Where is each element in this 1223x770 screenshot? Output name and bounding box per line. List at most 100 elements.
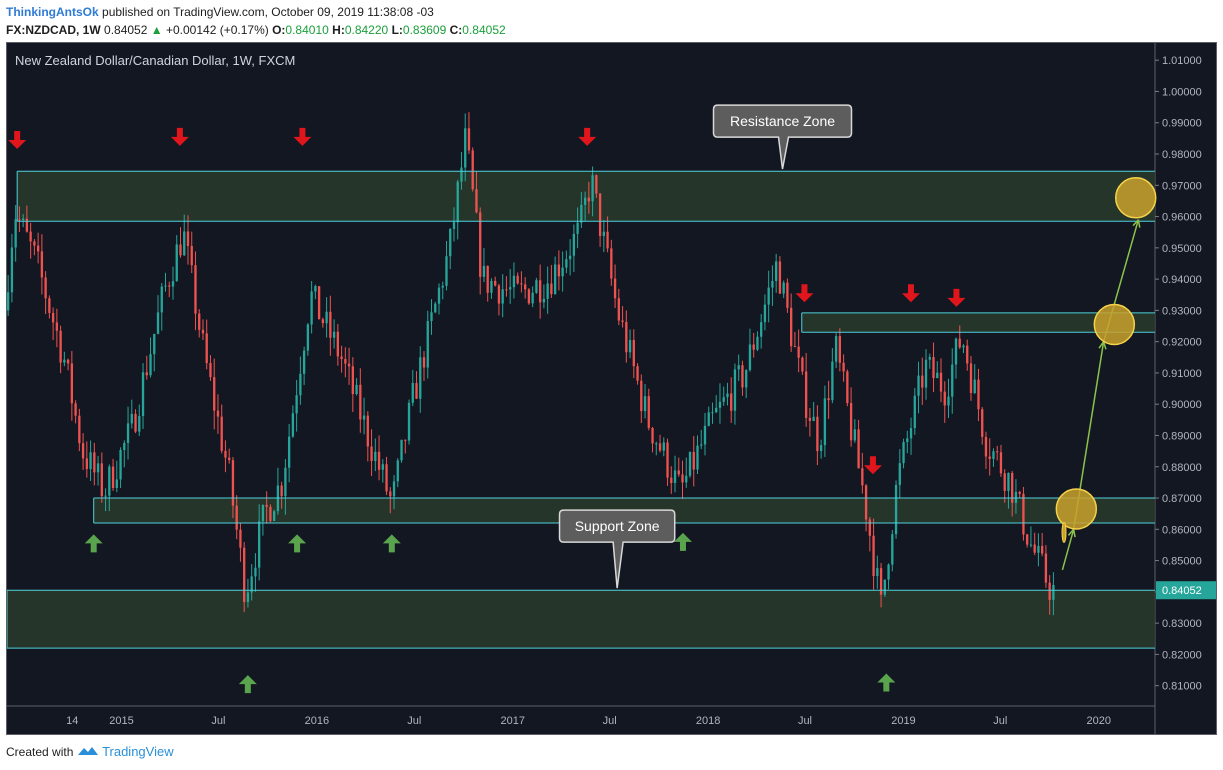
candle-body	[119, 450, 122, 480]
down-arrow-icon	[795, 284, 814, 303]
price-change: +0.00142 (+0.17%)	[165, 23, 269, 37]
candle-body	[411, 383, 414, 403]
candle-body	[1041, 545, 1044, 554]
candle-body	[44, 277, 47, 299]
candle-body	[400, 439, 403, 461]
candle-body	[287, 436, 291, 468]
candle-body	[542, 298, 546, 303]
candle-body	[703, 425, 707, 445]
low-label: L:	[391, 23, 403, 37]
candle-body	[464, 128, 467, 168]
candle-body	[272, 511, 276, 521]
candle-body	[366, 415, 369, 447]
candle-body	[576, 222, 579, 234]
author-name[interactable]: ThinkingAntsOk	[6, 5, 99, 19]
candle-body	[763, 304, 767, 323]
candle-body	[198, 313, 201, 330]
down-arrow-icon	[170, 127, 189, 146]
candle-body	[295, 395, 298, 414]
up-arrow-icon	[382, 534, 401, 553]
high-label: H:	[332, 23, 345, 37]
candle-body	[291, 413, 295, 437]
candle-body	[891, 534, 894, 565]
tradingview-brand[interactable]: TradingView	[102, 744, 174, 759]
candle-body	[85, 458, 88, 470]
candle-body	[430, 312, 433, 322]
markers-layer: Resistance Zone Support Zone	[8, 104, 1157, 694]
candle-body	[981, 409, 984, 437]
candle-body	[96, 463, 100, 473]
candle-body	[816, 416, 819, 452]
up-arrow-icon	[288, 534, 307, 553]
candlestick-chart[interactable]: Resistance Zone Support Zone 0.81000 0.820…	[7, 43, 1216, 734]
candle-body	[1037, 545, 1040, 553]
down-arrow-icon	[863, 456, 882, 475]
x-tick-label: Jul	[211, 715, 225, 727]
candle-body	[999, 452, 1003, 474]
target-circle	[1055, 488, 1098, 530]
y-tick-label: 0.87000	[1162, 493, 1202, 505]
candle-body	[377, 451, 381, 470]
candle-body	[658, 443, 662, 451]
candle-body	[359, 384, 362, 420]
candle-body	[78, 415, 81, 444]
candles-layer	[7, 112, 1055, 616]
projection-arrowhead	[1132, 219, 1141, 228]
candle-body	[625, 321, 628, 353]
candle-body	[231, 460, 235, 506]
candle-body	[194, 265, 197, 314]
candle-body	[70, 363, 74, 404]
x-tick-label: Jul	[603, 715, 617, 727]
candle-body	[538, 280, 542, 303]
candle-body	[565, 259, 568, 268]
candle-body	[939, 372, 943, 392]
candle-body	[984, 436, 988, 457]
candle-body	[568, 255, 572, 260]
candle-body	[700, 444, 703, 446]
candle-body	[209, 363, 212, 378]
candle-body	[250, 576, 253, 593]
candle-body	[168, 285, 171, 287]
projection-line	[1061, 529, 1075, 571]
publish-info-line: ThinkingAntsOk published on TradingView.…	[6, 5, 434, 19]
y-tick-label: 1.01000	[1162, 55, 1202, 67]
candle-body	[951, 364, 954, 397]
candle-body	[741, 365, 744, 388]
last-price-label: 0.84052	[1162, 585, 1202, 597]
candle-body	[332, 331, 336, 338]
last-price: 0.84052	[104, 23, 148, 37]
candle-body	[932, 357, 935, 379]
candle-body	[767, 287, 770, 305]
candle-body	[718, 401, 722, 408]
candle-body	[636, 366, 639, 381]
candle-body	[239, 529, 242, 548]
candle-body	[838, 336, 842, 363]
candle-body	[100, 463, 103, 497]
candle-body	[10, 247, 14, 293]
candle-body	[677, 470, 680, 475]
candle-body	[752, 344, 755, 350]
candle-body	[1026, 534, 1029, 545]
y-tick-label: 0.90000	[1162, 399, 1202, 411]
axes-layer: 0.810000.820000.830000.840000.850000.860…	[66, 55, 1216, 727]
x-tick-label: Jul	[798, 715, 812, 727]
candle-body	[325, 311, 328, 324]
candle-body	[21, 218, 25, 221]
candle-body	[329, 311, 332, 338]
candle-body	[553, 264, 557, 295]
candle-body	[512, 275, 516, 288]
candle-body	[33, 241, 36, 246]
candle-body	[115, 479, 118, 489]
down-arrow-icon	[293, 127, 312, 146]
candle-body	[775, 261, 778, 282]
target-circle	[1093, 303, 1136, 346]
created-with-label: Created with	[6, 745, 74, 759]
candle-body	[610, 248, 613, 279]
candle-body	[789, 307, 793, 347]
candle-body	[317, 286, 321, 320]
x-tick-label: 2017	[501, 715, 525, 727]
candle-body	[149, 354, 152, 376]
chart-panel[interactable]: Resistance Zone Support Zone 0.81000 0.820…	[6, 42, 1217, 735]
candle-body	[213, 377, 216, 411]
candle-body	[947, 396, 950, 406]
